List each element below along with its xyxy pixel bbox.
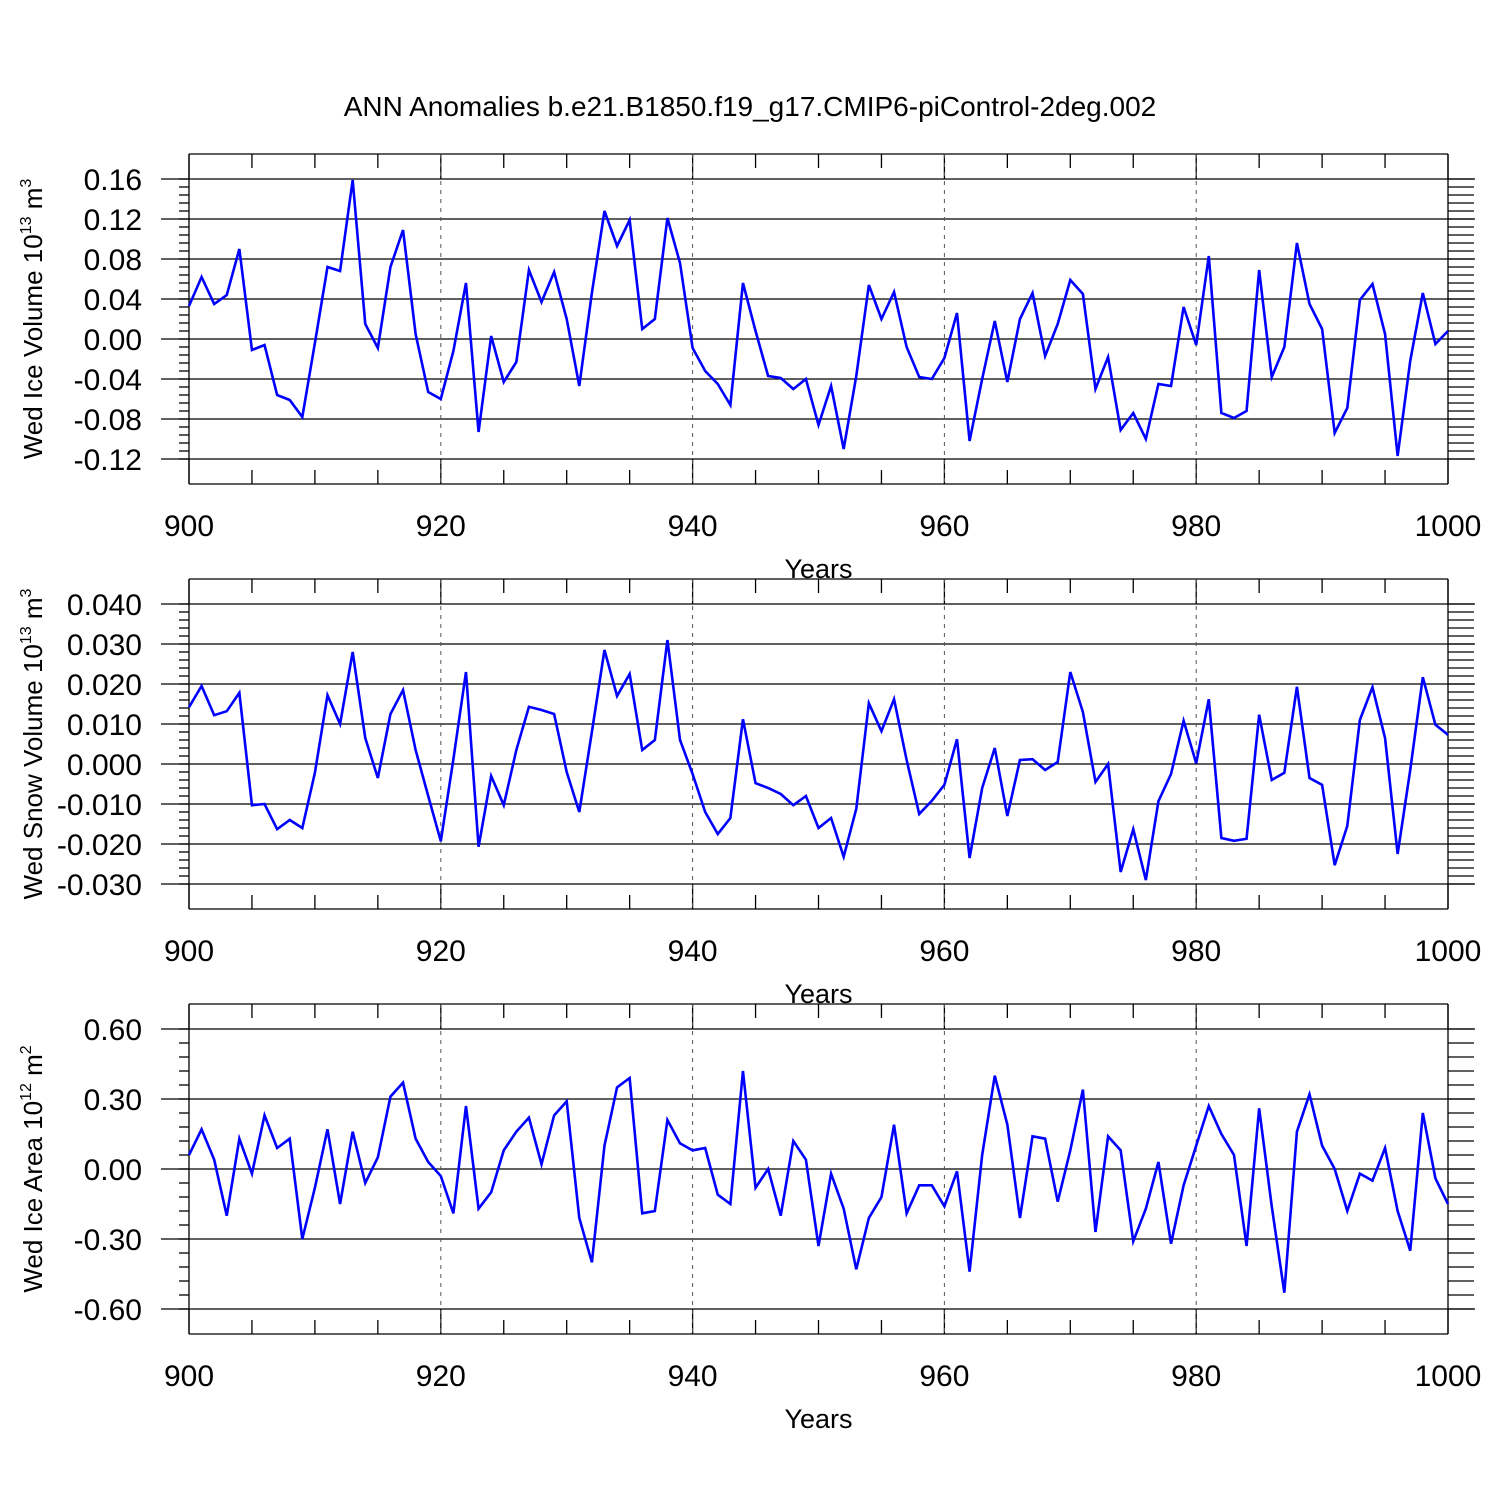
y-tick-label: -0.010: [57, 789, 142, 822]
series-line: [187, 1070, 1450, 1293]
x-tick-label: 920: [416, 510, 466, 543]
y-tick-label: 0.040: [67, 589, 142, 622]
x-tick-label: 980: [1171, 935, 1221, 968]
panel-2: -0.030 -0.020 -0.010 0.000 0.010 0.020 0.030 0.…: [18, 578, 1482, 1009]
x-tick-label: 900: [164, 935, 214, 968]
y-tick-label: 0.010: [67, 709, 142, 742]
series-line: [187, 639, 1449, 881]
panels: -0.12 -0.08 -0.04 0.00 0.04 0.08 0.12 0.16 900 92…: [18, 153, 1482, 1434]
y-tick-label: 0.08: [84, 244, 142, 277]
figure-title: ANN Anomalies b.e21.B1850.f19_g17.CMIP6-…: [344, 91, 1157, 122]
series-line: [187, 179, 1449, 457]
x-tick-label: 900: [164, 1360, 214, 1393]
x-tick-label: 980: [1171, 510, 1221, 543]
y-tick-label: -0.030: [57, 869, 142, 902]
y-tick-label: 0.000: [67, 749, 142, 782]
y-tick-label: -0.12: [74, 444, 142, 477]
panel-1: -0.12 -0.08 -0.04 0.00 0.04 0.08 0.12 0.16 900 92…: [18, 153, 1482, 584]
y-axis-label: Wed Snow Volume 1013 m3: [18, 588, 48, 899]
y-tick-label: 0.00: [84, 1154, 142, 1187]
x-tick-label: 960: [919, 1360, 969, 1393]
y-tick-label: 0.04: [84, 284, 142, 317]
y-tick-label: 0.020: [67, 669, 142, 702]
x-tick-label: 1000: [1415, 1360, 1482, 1393]
y-tick-label: 0.00: [84, 324, 142, 357]
x-tick-label: 1000: [1415, 510, 1482, 543]
x-tick-label: 1000: [1415, 935, 1482, 968]
y-tick-label: -0.04: [74, 364, 142, 397]
x-tick-label: 960: [919, 510, 969, 543]
y-tick-label: 0.030: [67, 629, 142, 662]
x-tick-label: 940: [668, 510, 718, 543]
x-axis-label: Years: [784, 1404, 852, 1434]
panel-3: -0.60 -0.30 0.00 0.30 0.60 900 920 940 960 980 100…: [18, 1003, 1482, 1434]
x-tick-label: 940: [668, 935, 718, 968]
y-axis-label: Wed Ice Area 1012 m2: [18, 1045, 48, 1292]
y-tick-label: -0.08: [74, 404, 142, 437]
x-tick-label: 960: [919, 935, 969, 968]
x-tick-label: 940: [668, 1360, 718, 1393]
y-tick-label: 0.12: [84, 204, 142, 237]
y-tick-label: -0.020: [57, 829, 142, 862]
y-tick-label: 0.30: [84, 1084, 142, 1117]
y-tick-label: -0.60: [74, 1294, 142, 1327]
x-tick-label: 920: [416, 935, 466, 968]
x-tick-label: 920: [416, 1360, 466, 1393]
x-tick-label: 980: [1171, 1360, 1221, 1393]
y-tick-label: 0.16: [84, 164, 142, 197]
x-tick-label: 900: [164, 510, 214, 543]
y-axis-label: Wed Ice Volume 1013 m3: [18, 179, 48, 460]
y-tick-label: -0.30: [74, 1224, 142, 1257]
y-tick-label: 0.60: [84, 1014, 142, 1047]
